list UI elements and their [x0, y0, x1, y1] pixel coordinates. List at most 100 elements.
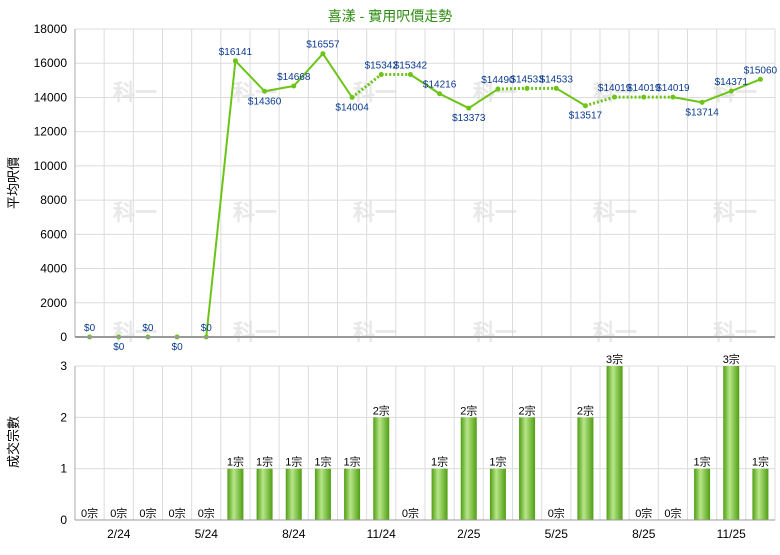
count-data-label: 0宗 — [635, 506, 652, 520]
price-tick-label: 6000 — [40, 227, 67, 241]
price-point — [466, 105, 472, 111]
count-data-label: 0宗 — [548, 506, 565, 520]
watermark-text: 科一 — [353, 200, 397, 225]
price-point — [349, 94, 355, 100]
count-bar — [606, 366, 623, 520]
price-point — [582, 103, 588, 109]
count-data-label: 0宗 — [664, 506, 681, 520]
price-point — [232, 58, 238, 64]
price-point — [757, 76, 763, 82]
count-data-label: 1宗 — [285, 455, 302, 469]
price-point — [437, 91, 443, 97]
count-data-label: 0宗 — [402, 506, 419, 520]
watermark-text: 科一 — [713, 320, 757, 345]
watermark-text: 科一 — [473, 320, 517, 345]
x-tick-label: 2/25 — [457, 527, 481, 541]
count-data-label: 1宗 — [256, 455, 273, 469]
count-tick-label: 0 — [60, 513, 67, 527]
price-point — [407, 71, 413, 77]
price-data-label: $0 — [84, 323, 96, 334]
price-axis-title: 平均呎價 — [6, 157, 21, 209]
count-bar — [227, 468, 244, 520]
price-point — [262, 88, 268, 94]
price-line-segment — [584, 95, 616, 108]
price-line-segment — [264, 85, 294, 93]
count-data-label: 3宗 — [606, 352, 623, 366]
x-tick-label: 11/25 — [717, 527, 746, 541]
price-data-label: $14360 — [248, 96, 282, 107]
count-data-label: 1宗 — [431, 455, 448, 469]
watermark-text: 科一 — [233, 320, 277, 345]
x-tick-label: 5/24 — [195, 527, 219, 541]
price-line-segment — [409, 73, 441, 95]
watermark-text: 科一 — [713, 200, 757, 225]
price-data-label: $14371 — [715, 77, 749, 88]
chart-title: 喜漾 - 實用呎價走勢 — [328, 8, 452, 24]
price-point — [641, 94, 647, 100]
price-line-segment — [293, 53, 324, 87]
price-tick-label: 10000 — [34, 159, 68, 173]
x-tick-label: 2/24 — [107, 527, 131, 541]
price-point — [524, 85, 530, 91]
price-tick-label: 14000 — [34, 90, 68, 104]
bars-layer — [227, 366, 769, 520]
price-tick-label: 12000 — [34, 125, 68, 139]
count-data-label: 0宗 — [139, 506, 156, 520]
price-line-segment — [468, 88, 499, 110]
price-data-label: $14004 — [335, 102, 369, 113]
price-point — [553, 85, 559, 91]
count-bar — [460, 417, 477, 520]
price-data-label: $0 — [142, 323, 154, 334]
count-data-label: 2宗 — [519, 403, 536, 417]
price-point — [670, 94, 676, 100]
count-bar — [314, 468, 331, 520]
watermark-text: 科一 — [113, 80, 157, 105]
price-tick-label: 2000 — [40, 296, 67, 310]
price-point — [495, 86, 501, 92]
price-data-label: $13517 — [569, 111, 603, 122]
watermark-text: 科一 — [473, 200, 517, 225]
count-data-label: 0宗 — [81, 506, 98, 520]
count-tick-label: 2 — [60, 410, 67, 424]
price-data-label: $16557 — [306, 40, 340, 51]
price-data-label: $14533 — [510, 74, 544, 85]
axes-layer: 0 2000 4000 6000 8000 10000 12000 14000 16000 180… — [34, 22, 775, 541]
price-point — [728, 88, 734, 94]
price-data-label: $14490 — [481, 75, 515, 86]
watermark-text: 科一 — [233, 200, 277, 225]
price-line-segment — [234, 60, 266, 92]
count-bar — [694, 468, 711, 520]
price-data-label: $14019 — [656, 83, 690, 94]
price-tick-label: 16000 — [34, 56, 68, 70]
count-data-label: 2宗 — [373, 403, 390, 417]
watermark-text: 科一 — [113, 200, 157, 225]
price-tick-label: 0 — [60, 330, 67, 344]
price-line-segment — [555, 87, 586, 107]
price-data-label: $13373 — [452, 113, 486, 124]
price-point — [291, 83, 297, 89]
price-data-label: $14533 — [540, 74, 574, 85]
count-axis-title: 成交宗數 — [6, 416, 21, 468]
count-bar — [752, 468, 769, 520]
count-data-label: 0宗 — [198, 506, 215, 520]
price-data-label: $0 — [172, 342, 184, 353]
count-data-label: 0宗 — [110, 506, 127, 520]
x-tick-label: 5/25 — [545, 527, 569, 541]
count-data-label: 1宗 — [344, 455, 361, 469]
price-data-label: $14019 — [627, 83, 661, 94]
price-line-segment — [205, 60, 237, 338]
price-line-segment — [322, 53, 353, 98]
price-tick-label: 4000 — [40, 262, 67, 276]
x-tick-label: 11/24 — [367, 527, 396, 541]
count-bar — [519, 417, 536, 520]
price-line-segment — [497, 86, 528, 91]
price-line-segment — [672, 96, 703, 104]
price-data-label: $0 — [113, 342, 125, 353]
count-data-label: 2宗 — [460, 403, 477, 417]
grid-layer — [74, 28, 776, 521]
price-data-label: $15342 — [365, 60, 399, 71]
count-bar — [256, 468, 273, 520]
count-tick-label: 3 — [60, 359, 67, 373]
